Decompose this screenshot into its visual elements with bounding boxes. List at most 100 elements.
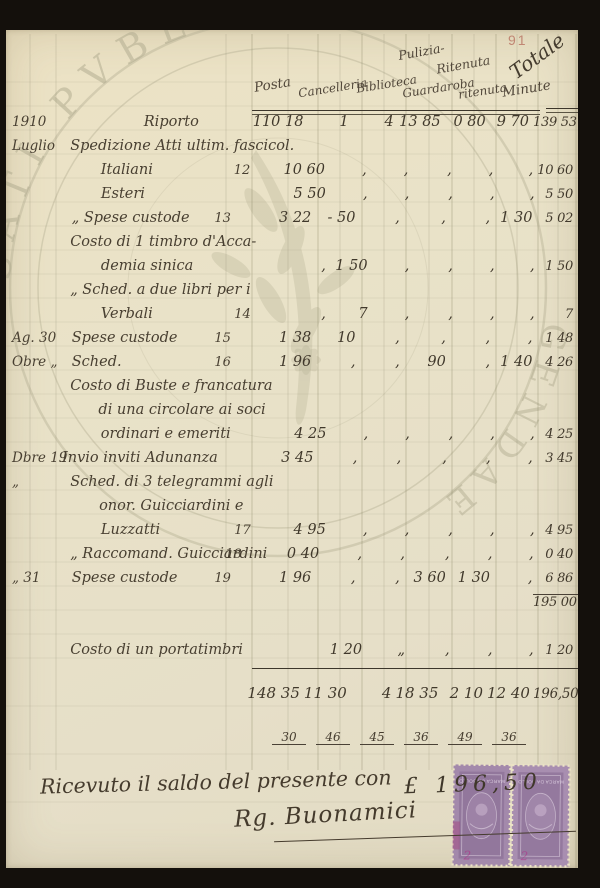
amount-cell: „ [397, 642, 405, 658]
amount-cell: 1 50 [335, 258, 368, 274]
header-rule-totale [546, 108, 578, 113]
amount-cell: , [362, 522, 368, 538]
amount-cell: 1 96 [278, 354, 312, 370]
amount-cell: 4 25 [294, 426, 327, 442]
ledger-row: Esteri 5 50,,,,, 5 50 [6, 178, 578, 202]
row-description: Italiani [100, 162, 153, 178]
reference-numbers-row: 30 46 45 36 49 36 [6, 730, 578, 750]
amount-cell: - 50 [327, 210, 356, 226]
row-description: „ Raccomand. Guicciardini [70, 546, 268, 562]
amount-cell: 5 50 [545, 187, 573, 202]
ledger-ruling [6, 34, 578, 868]
amount-cell: 6 86 [545, 571, 574, 586]
totals-row-container: 148 35 11 30 4 18 35 2 10 12 40 196,50 [6, 672, 578, 702]
row-date: Dbre 19 [12, 450, 68, 466]
row-date: 1910 [12, 114, 47, 130]
ledger-rows: 1910 Riporto 110 18 1 4 13 85 0 80 9 70 139 53 Lu… [6, 106, 578, 658]
ledger-row: Obre „ Sched. 16 1 96,, 90, 1 40 4 26 [6, 346, 578, 370]
amount-cell: 1 96 [278, 570, 312, 586]
amount-cell: , [485, 354, 491, 370]
amount-cell: 12 40 [487, 684, 530, 702]
ledger-row: Italiani 12 10 60,,,,, 10 60 [6, 154, 578, 178]
row-date: Obre „ [12, 354, 58, 370]
ledger-row: di una circolare ai soci [6, 394, 578, 418]
amount-cell: , [530, 306, 535, 322]
reference-number: 36 [404, 730, 438, 745]
reference-number: 49 [448, 730, 482, 745]
amount-cell: , [321, 258, 326, 274]
library-seal-watermark: SATI PVBLICAE GENDAE [6, 30, 565, 558]
totals-rule [252, 668, 578, 669]
amount-cell: 9 70 [496, 114, 529, 130]
row-date: Luglio [12, 138, 56, 154]
amount-cell: , [530, 186, 535, 202]
amount-cell: 4 95 [545, 523, 573, 538]
amount-cell: , [321, 306, 326, 322]
amount-cell: 139 53 [533, 115, 577, 130]
ledger-row: 195 00 [6, 586, 578, 610]
amount-cell: , [486, 450, 491, 466]
amount-cell: , [400, 546, 405, 562]
amount-cell: 3 22 [278, 210, 312, 226]
ledger-row: Luglio Spedizione Atti ultim. fascicol. [6, 130, 578, 154]
amount-cell: , [442, 450, 447, 466]
amount-cell: , [527, 330, 533, 346]
amount-cell: , [530, 426, 535, 442]
amount-cell: , [490, 186, 495, 202]
row-description: Esteri [100, 186, 145, 202]
stamp-left: MARCA DA BOLLO 2 [451, 763, 512, 868]
amount-cell: , [529, 642, 534, 658]
ledger-paper: SATI PVBLICAE GENDAE [6, 28, 579, 868]
row-description: „ Sched. a due libri per i [70, 282, 251, 298]
page-number: 91 [508, 32, 528, 48]
amount-cell: , [445, 546, 450, 562]
amount-cell: , [404, 306, 410, 322]
horizontal-rules [6, 81, 578, 803]
amount-cell: , [395, 330, 400, 346]
row-description: Sched. di 3 telegrammi agli [70, 474, 274, 490]
row-description: Costo di Buste e francatura [70, 378, 273, 394]
revenue-stamps: MARCA DA BOLLO 2 MARCA DA BOLLO 2 [451, 763, 572, 868]
amount-cell: , [527, 570, 533, 586]
amount-cell: , [528, 450, 533, 466]
row-description: Spedizione Atti ultim. fascicol. [70, 138, 295, 154]
amount-cell: , [445, 642, 450, 658]
row-description: Spese custode [71, 570, 178, 586]
amount-cell: 148 35 [247, 684, 300, 702]
amount-cell: , [396, 450, 402, 466]
row-description: Riporto [143, 114, 199, 130]
seal-laurel-ornament [211, 150, 355, 425]
amount-cell: , [448, 186, 453, 202]
stamp-right: MARCA DA BOLLO 2 [510, 763, 571, 868]
amount-cell: 10 [337, 330, 356, 346]
amount-cell: 4 [384, 114, 394, 130]
amount-cell: 1 30 [457, 570, 491, 586]
row-entry-number: 17 [234, 523, 251, 538]
stamp-overprint: 2 [463, 848, 472, 862]
revenue-stamps-svg: MARCA DA BOLLO 2 MARCA DA BOLLO 2 [451, 763, 571, 868]
row-entry-number: 18 [225, 547, 242, 562]
ledger-row: „ Sched. a due libri per i [6, 274, 578, 298]
amount-cell: 7 [358, 306, 368, 322]
amount-cell: , [448, 522, 453, 538]
ledger-row: Costo di 1 timbro d'Acca- [6, 226, 578, 250]
row-date: „ 31 [12, 570, 41, 586]
row-description: di una circolare ai soci [98, 402, 266, 418]
amount-cell: 13 85 [399, 114, 441, 130]
amount-cell: , [530, 522, 535, 538]
ledger-row: Luzzatti 17 4 95,,,,, 4 95 [6, 514, 578, 538]
amount-cell: 196,50 [533, 686, 579, 702]
row-date: Ag. 30 [12, 330, 57, 346]
amount-cell: , [490, 258, 495, 274]
row-description: Luzzatti [100, 522, 161, 538]
amount-cell: 11 30 [303, 684, 347, 702]
amount-cell: 4 26 [545, 355, 574, 370]
amount-cell: , [405, 426, 410, 442]
amount-cell: , [362, 162, 367, 178]
amount-cell: 4 95 [293, 522, 326, 538]
receipt-amount: £ 196,50 [403, 769, 543, 800]
row-entry-number: 13 [214, 211, 231, 226]
amount-cell: 5 02 [545, 211, 574, 226]
ledger-row: Ag. 30 Spese custode 15 1 38 10,,,, 1 48 [6, 322, 578, 346]
reference-number: 46 [316, 730, 350, 745]
